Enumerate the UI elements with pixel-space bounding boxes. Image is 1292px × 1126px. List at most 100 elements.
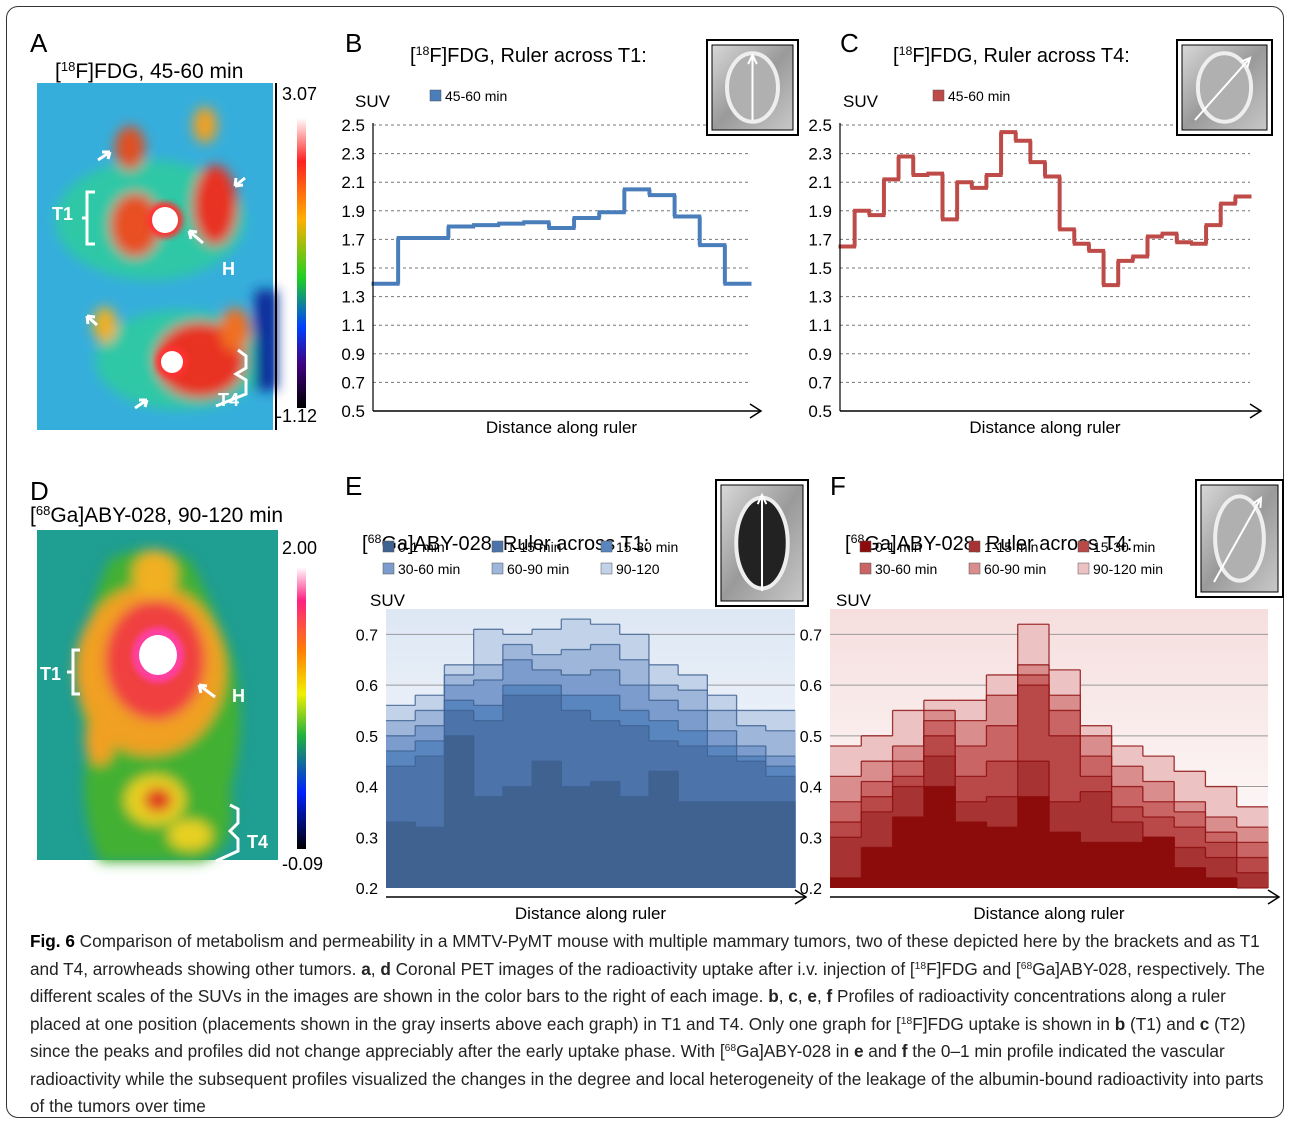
legend-label: 30-60 min <box>875 561 937 577</box>
y-tick-label: 2.5 <box>341 116 365 135</box>
area-step <box>444 735 475 888</box>
chart-title-part: [ <box>362 533 368 555</box>
panel-title-part: 18 <box>61 59 75 74</box>
chart-title-part: 68 <box>368 532 382 546</box>
caption-text: 68 <box>1020 960 1033 972</box>
caption-text: , <box>778 986 789 1006</box>
y-tick-label: 0.4 <box>356 780 378 797</box>
insert-arrowhead <box>756 492 768 505</box>
chart-title-part: Ga]ABY-028, Ruler across T1: <box>381 533 649 555</box>
legend-swatch <box>382 562 395 575</box>
y-tick-label: 0.9 <box>808 345 832 364</box>
caption-text: 18 <box>914 960 927 972</box>
legend-label: 0-1 min <box>398 539 445 555</box>
y-tick-label: 1.5 <box>341 259 365 278</box>
x-axis-label: Distance along ruler <box>969 418 1121 437</box>
caption-text: f <box>826 986 833 1006</box>
caption-text: Fig. 6 <box>30 931 75 951</box>
y-tick-label: 1.1 <box>341 316 365 335</box>
legend-label: 0-1 min <box>875 539 922 555</box>
legend-swatch <box>968 562 981 575</box>
y-tick-label: 0.2 <box>800 881 822 898</box>
y-tick-label: 1.3 <box>808 288 832 307</box>
panel-label: D <box>30 476 49 506</box>
y-tick-label: 0.5 <box>341 402 365 421</box>
legend-label: 45-60 min <box>948 88 1010 104</box>
chart-title-part: F]FDG, Ruler across T1: <box>429 45 646 67</box>
area-step <box>892 816 925 888</box>
panel-label: C <box>840 28 859 58</box>
legend-swatch <box>382 540 395 553</box>
caption-text: d <box>380 958 391 979</box>
caption-text: b <box>768 986 779 1006</box>
legend-swatch <box>600 562 613 575</box>
legend-swatch <box>932 89 945 102</box>
area-step <box>1174 867 1207 888</box>
annotation: H <box>222 259 235 279</box>
caption-text: Ga]ABY-028 in <box>736 1041 854 1061</box>
y-tick-label: 0.7 <box>808 373 832 392</box>
caption-text: c <box>1199 1013 1210 1034</box>
area-step <box>765 801 796 888</box>
legend-swatch <box>859 540 872 553</box>
y-tick-label: 2.1 <box>808 173 832 192</box>
y-tick-label: 0.5 <box>808 402 832 421</box>
area-step <box>955 822 988 888</box>
legend-swatch <box>968 540 981 553</box>
legend-swatch <box>429 89 442 102</box>
annotation: T1 <box>40 664 61 684</box>
area-step <box>1142 837 1175 888</box>
legend-label: 1-15 min <box>984 539 1038 555</box>
legend-label: 90-120 <box>616 561 660 577</box>
y-tick-label: 0.2 <box>356 881 378 898</box>
legend-swatch <box>491 540 504 553</box>
panel-title: [18F]FDG, 45-60 min <box>55 59 243 84</box>
colorbar-label: -1.12 <box>276 406 317 426</box>
annotation: H <box>232 686 245 706</box>
insert-arrowhead <box>1252 495 1263 509</box>
x-axis-arrow <box>794 889 808 905</box>
y-tick-label: 0.7 <box>356 627 378 644</box>
area-step <box>1111 842 1144 888</box>
panel-title-part: F]FDG, 45-60 min <box>75 60 243 83</box>
y-tick-label: 0.3 <box>356 830 378 847</box>
caption-text: c <box>788 986 798 1006</box>
caption-text: (T1) and <box>1125 1013 1200 1034</box>
panel-label: B <box>345 28 362 58</box>
colorbar-label: 2.00 <box>282 538 317 558</box>
chart-title: [18F]FDG, Ruler across T1: <box>410 44 647 67</box>
area-step <box>1236 872 1269 888</box>
chart-title-part: [ <box>845 533 851 555</box>
figure-caption: Fig. 6 Comparison of metabolism and perm… <box>30 928 1265 1121</box>
area-step <box>561 786 592 888</box>
y-tick-label: 1.7 <box>808 230 832 249</box>
y-tick-label: 1.3 <box>341 288 365 307</box>
caption-text: f <box>901 1041 908 1061</box>
chart-title-part: 18 <box>899 44 913 58</box>
y-tick-label: 0.7 <box>800 627 822 644</box>
x-axis-arrow <box>749 403 763 419</box>
y-tick-label: 0.6 <box>356 678 378 695</box>
area-step <box>1205 877 1238 888</box>
caption-text: e <box>853 1041 864 1061</box>
caption-text: (T2) since the peaks and profiles did no… <box>30 1013 1246 1062</box>
annotation: T1 <box>52 204 73 224</box>
legend-label: 1-15 min <box>507 539 561 555</box>
legend-swatch <box>600 540 613 553</box>
y-tick-label: 0.6 <box>800 678 822 695</box>
caption-text: , <box>797 986 808 1006</box>
chart-title-part: F]FDG, Ruler across T4: <box>912 45 1129 67</box>
caption-text: F]FDG uptake is shown in <box>912 1013 1115 1034</box>
caption-text: and <box>863 1041 902 1061</box>
caption-text: b <box>1114 1013 1126 1034</box>
y-tick-label: 1.5 <box>808 259 832 278</box>
legend-label: 60-90 min <box>984 561 1046 577</box>
area-step <box>986 827 1019 888</box>
x-axis-label: Distance along ruler <box>486 418 638 437</box>
chart-title-part: 18 <box>416 44 430 58</box>
insert-arrow <box>1213 497 1262 583</box>
area-step <box>619 796 650 888</box>
figure: A[18F]FDG, 45-60 min3.07-1.12T1HT4D[68Ga… <box>30 28 1284 923</box>
x-axis-label: Distance along ruler <box>973 904 1125 923</box>
insert-arrowhead <box>1240 56 1252 68</box>
